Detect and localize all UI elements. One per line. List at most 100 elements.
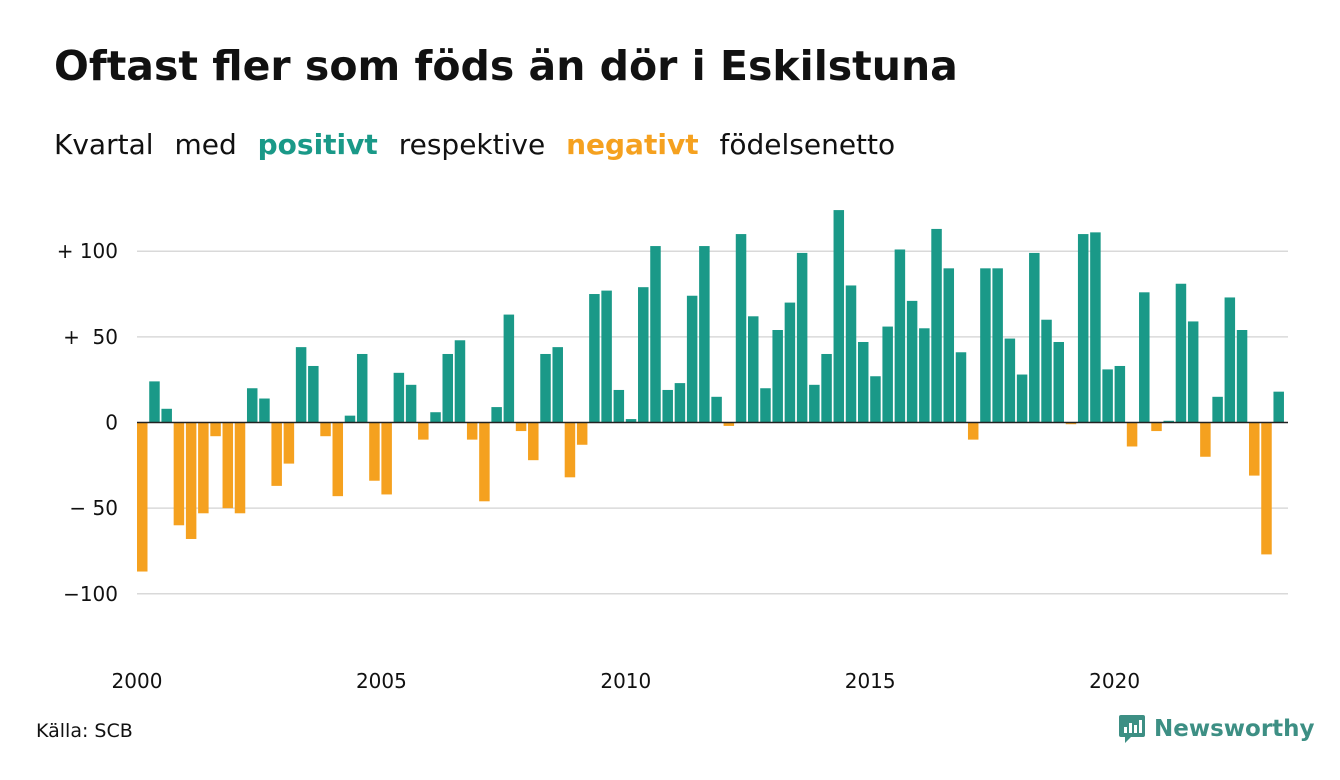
bar-positive: [442, 353, 453, 423]
bar-negative: [320, 422, 331, 437]
bar-negative: [1065, 422, 1077, 425]
bar-positive: [1041, 319, 1052, 423]
subtitle-word: med: [174, 128, 237, 161]
source-note: Källa: SCB: [36, 720, 133, 742]
bar-positive: [699, 246, 710, 423]
bar-positive: [161, 408, 172, 423]
bar-positive: [625, 419, 637, 423]
bar-positive: [1224, 297, 1236, 423]
bar-negative: [210, 422, 221, 437]
bar-negative: [234, 422, 246, 514]
bar-positive: [1273, 391, 1284, 423]
bar-positive: [1090, 232, 1101, 423]
bar-positive: [430, 412, 441, 423]
x-tick-label: 2020: [1089, 669, 1140, 693]
y-tick-label: + 50: [63, 325, 118, 349]
bar-positive: [1236, 329, 1248, 423]
bar-negative: [1261, 422, 1272, 555]
bar-positive: [650, 246, 661, 423]
bar-positive: [992, 268, 1003, 423]
bar-negative: [222, 422, 234, 509]
bar-positive: [638, 287, 649, 423]
bar-positive: [711, 396, 722, 423]
bar-positive: [784, 302, 796, 423]
bar-negative: [198, 422, 209, 514]
x-tick-label: 2015: [845, 669, 896, 693]
bar-positive: [1212, 396, 1223, 423]
bar-positive: [308, 365, 319, 423]
bar-negative: [332, 422, 344, 497]
bar-positive: [1029, 252, 1040, 423]
y-tick-label: −100: [63, 582, 118, 606]
bar-positive: [748, 316, 759, 423]
y-tick-label: 0: [105, 411, 118, 435]
bar-positive: [772, 329, 783, 423]
brand-name: Newsworthy: [1154, 716, 1315, 742]
bar-positive: [857, 341, 869, 423]
bar-negative: [515, 422, 527, 432]
bar-positive: [845, 285, 857, 423]
bar-positive: [589, 294, 600, 423]
bar-positive: [1102, 369, 1113, 423]
bar-positive: [833, 210, 845, 423]
bar-positive: [393, 372, 405, 423]
bar-positive: [931, 228, 942, 423]
bar-negative: [723, 422, 735, 426]
y-tick-label: − 50: [69, 496, 118, 520]
bar-negative: [283, 422, 295, 464]
bar-negative: [967, 422, 979, 440]
bar-positive: [943, 268, 955, 423]
x-tick-label: 2005: [356, 669, 407, 693]
bar-negative: [576, 422, 588, 445]
bar-positive: [821, 353, 832, 423]
bar-positive: [1187, 321, 1199, 423]
bar-negative: [466, 422, 478, 440]
bar-positive: [1004, 338, 1016, 423]
bar-positive: [735, 234, 747, 423]
bar-positive: [259, 398, 270, 423]
bar-negative: [137, 422, 148, 572]
subtitle-negative-word: negativt: [566, 128, 699, 161]
bar-negative: [1200, 422, 1211, 457]
bar-positive: [662, 389, 673, 423]
bar-positive: [1077, 234, 1089, 423]
bar-positive: [1163, 420, 1174, 423]
bar-negative: [479, 422, 490, 502]
bar-positive: [894, 249, 906, 423]
newsworthy-logo-icon: [1119, 715, 1145, 743]
bar-positive: [295, 347, 307, 423]
bar-negative: [1126, 422, 1138, 447]
bar-negative: [369, 422, 380, 481]
bar-positive: [246, 388, 258, 423]
bar-positive: [356, 353, 368, 423]
bar-positive: [454, 340, 466, 423]
bar-positive: [882, 326, 893, 423]
x-tick-label: 2010: [600, 669, 651, 693]
bar-positive: [1139, 292, 1150, 423]
bar-positive: [540, 353, 551, 423]
bar-positive: [796, 252, 808, 423]
bar-positive: [344, 415, 356, 423]
bar-negative: [564, 422, 576, 478]
bar-positive: [809, 384, 820, 423]
bar-positive: [491, 407, 502, 423]
bar-positive: [1053, 341, 1064, 423]
bar-negative: [1151, 422, 1162, 432]
brand-logo: Newsworthy: [1118, 714, 1315, 744]
bar-negative: [1249, 422, 1260, 476]
bar-negative: [185, 422, 197, 539]
subtitle-word: Kvartal: [54, 128, 154, 161]
bar-positive: [870, 376, 881, 423]
bar-positive: [674, 383, 686, 423]
bar-positive: [919, 328, 930, 423]
bar-negative: [381, 422, 392, 495]
subtitle-positive-word: positivt: [257, 128, 378, 161]
bar-positive: [980, 268, 991, 423]
bar-negative: [528, 422, 539, 461]
bar-positive: [405, 384, 417, 423]
bar-positive: [503, 314, 515, 423]
chart-title: Oftast fler som föds än dör i Eskilstuna: [54, 42, 958, 90]
subtitle-word: födelsenetto: [719, 128, 896, 161]
bar-negative: [271, 422, 282, 486]
